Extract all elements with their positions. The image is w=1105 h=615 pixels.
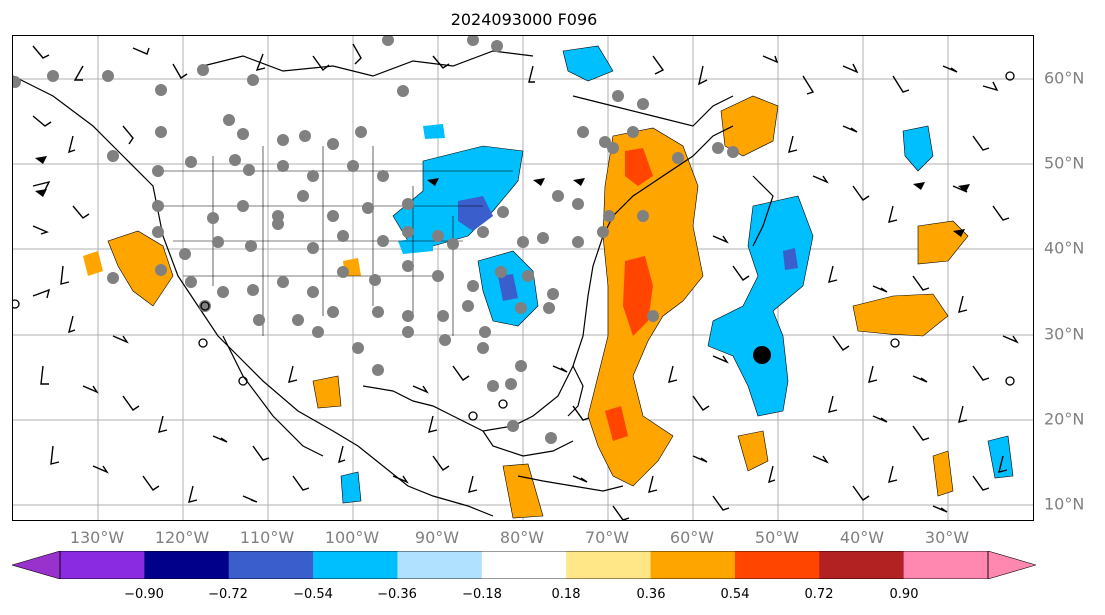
colorbar-tick: −0.54 <box>293 587 333 602</box>
lat-label-50n: 50°N <box>1044 153 1085 173</box>
lon-label-60w: 60°W <box>669 528 715 547</box>
positive-anomaly-fill <box>83 95 969 519</box>
colorbar-tick: −0.90 <box>124 587 164 602</box>
coastlines <box>13 50 774 517</box>
lon-label-110w: 110°W <box>239 528 295 547</box>
colorbar-tick: −0.72 <box>208 587 248 602</box>
wind-barb-flags <box>35 156 970 237</box>
lon-label-40w: 40°W <box>839 528 885 547</box>
colorbar <box>12 551 1036 579</box>
colorbar-tick: 0.90 <box>889 587 919 602</box>
lon-label-100w: 100°W <box>324 528 380 547</box>
lat-label-60n: 60°N <box>1044 68 1085 88</box>
lon-label-120w: 120°W <box>154 528 210 547</box>
large-black-dot <box>753 346 771 364</box>
colorbar-over-arrow <box>987 551 1036 579</box>
figure-title: 2024093000 F096 <box>450 10 598 29</box>
colorbar-bin <box>903 551 989 579</box>
colorbar-bin <box>313 551 398 579</box>
colorbar-tick: 0.18 <box>551 587 581 602</box>
colorbar-tick: −0.18 <box>462 587 502 602</box>
colorbar-tick: 0.72 <box>804 587 834 602</box>
colorbar-bin <box>566 551 652 579</box>
colorbar-bin <box>144 551 230 579</box>
lon-label-30w: 30°W <box>924 528 970 547</box>
wind-barbs <box>32 43 1019 520</box>
colorbar-tick: 0.36 <box>636 587 666 602</box>
station-dots <box>13 36 739 444</box>
map-panel <box>12 35 1034 521</box>
lon-label-80w: 80°W <box>499 528 545 547</box>
lon-label-70w: 70°W <box>584 528 630 547</box>
calm-wind-circles <box>13 71 1015 421</box>
colorbar-bin <box>228 551 314 579</box>
lat-label-40n: 40°N <box>1044 238 1085 258</box>
lat-label-20n: 20°N <box>1044 409 1085 429</box>
lon-label-50w: 50°W <box>754 528 800 547</box>
colorbar-tick: −0.36 <box>377 587 417 602</box>
colorbar-under-arrow <box>12 551 61 579</box>
colorbar-tick: 0.54 <box>720 587 750 602</box>
colorbar-bin <box>397 551 483 579</box>
lon-label-90w: 90°W <box>414 528 460 547</box>
colorbar-bin <box>481 551 567 579</box>
lat-label-10n: 10°N <box>1044 494 1085 514</box>
colorbar-bin <box>650 551 736 579</box>
colorbar-bin <box>60 551 145 579</box>
lat-label-30n: 30°N <box>1044 324 1085 344</box>
lon-label-130w: 130°W <box>69 528 125 547</box>
colorbar-segments <box>60 551 989 579</box>
colorbar-outline <box>59 551 989 579</box>
map-canvas <box>13 36 1033 520</box>
colorbar-bin <box>734 551 820 579</box>
state-borders <box>153 146 513 336</box>
colorbar-bin <box>819 551 905 579</box>
